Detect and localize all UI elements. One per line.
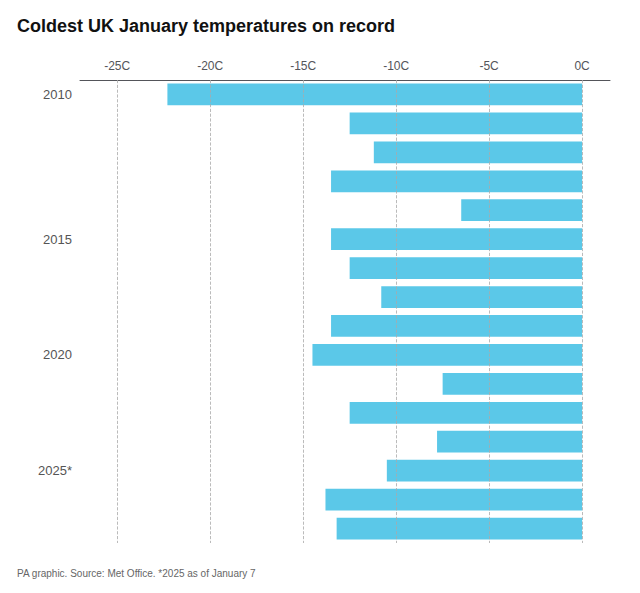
- svg-text:2025*: 2025*: [38, 463, 72, 478]
- svg-text:-15C: -15C: [290, 59, 316, 73]
- svg-text:0C: 0C: [574, 59, 590, 73]
- svg-text:-10C: -10C: [383, 59, 409, 73]
- svg-text:2010: 2010: [43, 87, 72, 102]
- svg-text:-25C: -25C: [104, 59, 130, 73]
- svg-text:-5C: -5C: [479, 59, 499, 73]
- svg-text:Coldest UK January temperature: Coldest UK January temperatures on recor…: [17, 16, 395, 36]
- svg-text:-20C: -20C: [197, 59, 223, 73]
- svg-text:2015: 2015: [43, 232, 72, 247]
- svg-text:2020: 2020: [43, 347, 72, 362]
- svg-text:PA graphic. Source: Met Office: PA graphic. Source: Met Office. *2025 as…: [17, 568, 256, 579]
